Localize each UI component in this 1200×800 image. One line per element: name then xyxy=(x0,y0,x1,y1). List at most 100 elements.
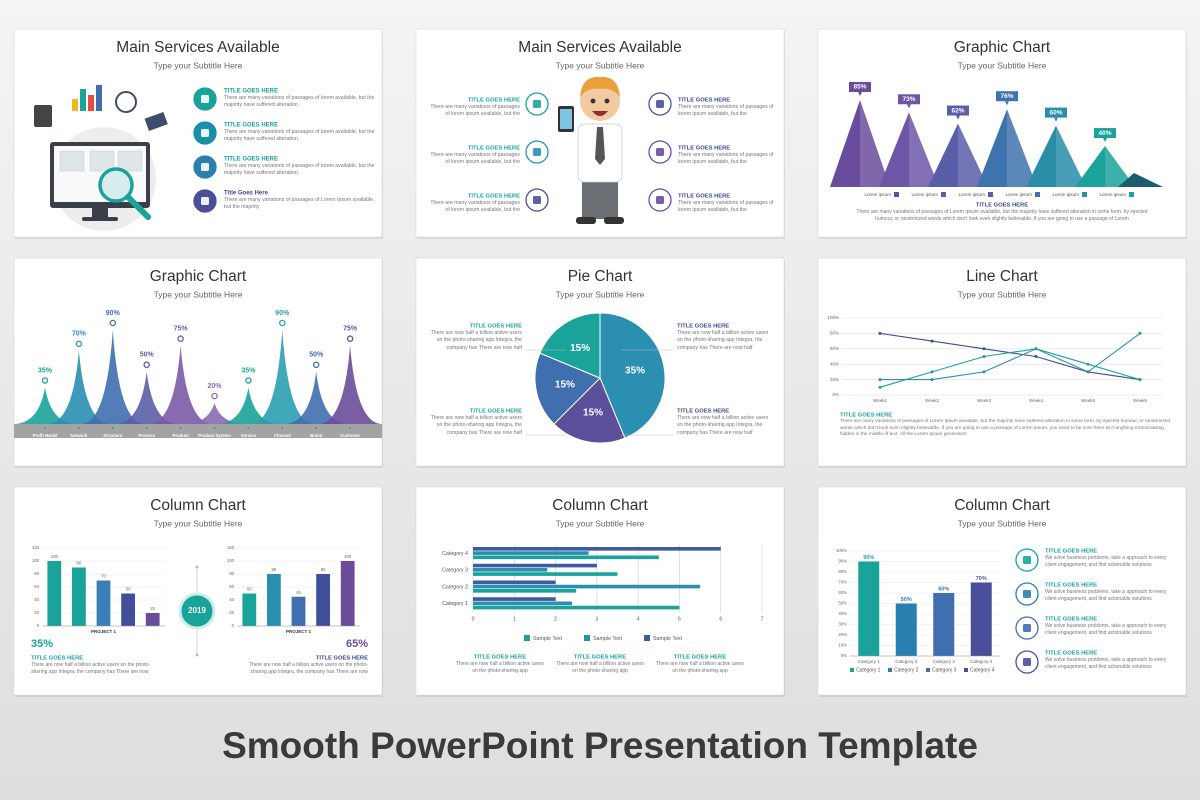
pie-slice xyxy=(553,377,626,444)
text-block: There are many variations of passages of… xyxy=(430,152,520,165)
text-block: There are now half a billion active user… xyxy=(456,661,544,674)
x-tick-label: Week4 xyxy=(1029,398,1043,403)
y-tick-label: 20 xyxy=(229,610,234,615)
magnifier xyxy=(98,167,134,203)
legend-label: Category 3 xyxy=(932,667,957,673)
value-label: 50% xyxy=(140,352,155,359)
point xyxy=(878,331,882,335)
value-label: 75% xyxy=(343,326,358,333)
band-dot xyxy=(179,427,182,429)
slide: Graphic Chart Type your Subtitle Here 85% 7… xyxy=(817,28,1187,239)
legend-swatch xyxy=(524,635,530,641)
value-label: 40% xyxy=(1098,130,1111,137)
item-heading: TITLE GOES HERE xyxy=(574,655,626,661)
phone-screen xyxy=(560,109,572,129)
value-label-box xyxy=(996,91,1018,102)
item-heading: TITLE GOES HERE xyxy=(468,98,520,104)
slide: Line Chart Type your Subtitle Here 0% 20% 40… xyxy=(817,257,1187,468)
category-label: Network xyxy=(70,433,88,438)
value-label-pointer xyxy=(858,92,862,96)
item-text: There are now half a billion active user… xyxy=(655,661,745,674)
pants xyxy=(582,179,618,219)
slide-title: Column Chart xyxy=(150,497,246,514)
text-block: There are many variations of passages of… xyxy=(224,129,375,143)
text-block: There are many variations of passages of… xyxy=(678,152,773,165)
legend-swatch xyxy=(964,668,968,672)
item-heading: TITLE GOES HERE xyxy=(224,123,278,129)
pie-slice xyxy=(534,352,601,425)
y-tick-label: 0 xyxy=(37,623,40,628)
text-block: There are now half a billion active user… xyxy=(431,330,522,351)
slide-subtitle: Type your Subtitle Here xyxy=(556,289,645,299)
text-block: Brand xyxy=(310,433,322,438)
point xyxy=(982,347,986,351)
triangle-bar xyxy=(830,100,890,187)
hair xyxy=(580,76,620,97)
value-label: 90 xyxy=(77,561,82,566)
category-label: Structure xyxy=(103,433,123,438)
y-tick-label: 80 xyxy=(34,571,39,576)
body-text: There are now half a billion active user… xyxy=(31,662,150,675)
value-label-box xyxy=(947,105,969,116)
category-label: Product Performance xyxy=(167,433,194,445)
bar xyxy=(47,561,62,626)
x-tick-label: Category 2 xyxy=(895,659,918,664)
line xyxy=(879,348,1141,388)
band-dot xyxy=(77,427,80,429)
heading: TITLE GOES HERE xyxy=(316,656,368,662)
value-label: 35% xyxy=(625,366,645,377)
text-block: There are many variations of passages of… xyxy=(840,419,1170,437)
value-label: 70% xyxy=(976,576,987,582)
item-text: There are many variations of passages of… xyxy=(678,200,774,214)
y-tick-label: 100 xyxy=(227,558,235,563)
calculator xyxy=(34,105,52,127)
value-label: 60% xyxy=(938,586,949,592)
text-block: We solve business problems, take a appro… xyxy=(1045,623,1166,636)
legend-swatch xyxy=(894,192,899,197)
bar xyxy=(473,563,597,568)
slide: Main Services Available Type your Subtitl… xyxy=(13,28,383,239)
triangle-shade xyxy=(958,123,988,187)
value-label: 80 xyxy=(321,567,326,572)
slide-title: Column Chart xyxy=(552,497,648,514)
value-label: 73% xyxy=(902,96,915,103)
text-block: We solve business problems, take a appro… xyxy=(1045,555,1166,568)
slide-title: Column Chart xyxy=(954,497,1050,514)
legend-swatch xyxy=(1035,192,1040,197)
heading: TITLE GOES HERE xyxy=(31,656,83,662)
icon-glyph xyxy=(201,197,209,205)
text-block: There are many variations of passages of… xyxy=(430,200,520,213)
legend-swatch xyxy=(584,635,590,641)
peak xyxy=(318,345,383,424)
item-heading: TITLE GOES HERE xyxy=(677,324,729,330)
y-tick-label: 80% xyxy=(830,331,839,336)
item-text: There are many variations of passages of… xyxy=(430,104,520,118)
y-tick-label: 30% xyxy=(838,622,847,627)
year-badge xyxy=(178,592,216,630)
item-text: There are many variations of passages of… xyxy=(224,129,375,143)
y-tick-label: 10% xyxy=(838,643,847,648)
legend-label: Lorem ipsum xyxy=(1099,192,1126,197)
text-block: There are many variations of passages of… xyxy=(430,104,520,118)
item-heading: TITLE GOES HERE xyxy=(678,194,730,200)
x-tick-label: 4 xyxy=(637,616,640,622)
category-label: Category 4 xyxy=(442,551,468,557)
slide: Pie Chart Type your Subtitle Here 35% 15% 15… xyxy=(415,257,785,468)
icon-glyph xyxy=(533,196,541,204)
slide-subtitle: Type your Subtitle Here xyxy=(154,518,243,528)
stat: 65% xyxy=(346,638,368,650)
text-block: There are now half a billion active user… xyxy=(677,330,768,351)
heading: TITLE GOES HERE xyxy=(976,203,1028,209)
value-label: 20 xyxy=(150,606,155,611)
screen-panel xyxy=(59,150,85,172)
y-tick-label: 60 xyxy=(34,584,39,589)
bar xyxy=(242,593,257,626)
y-tick-label: 60 xyxy=(229,584,234,589)
value-label: 70 xyxy=(101,574,106,579)
item-text: There are many variations of passages of… xyxy=(224,197,375,211)
icon-glyph xyxy=(1023,556,1031,564)
x-tick-label: 2 xyxy=(554,616,557,622)
item-heading: TITLE GOES HERE xyxy=(678,98,730,104)
icon-glyph xyxy=(656,196,664,204)
